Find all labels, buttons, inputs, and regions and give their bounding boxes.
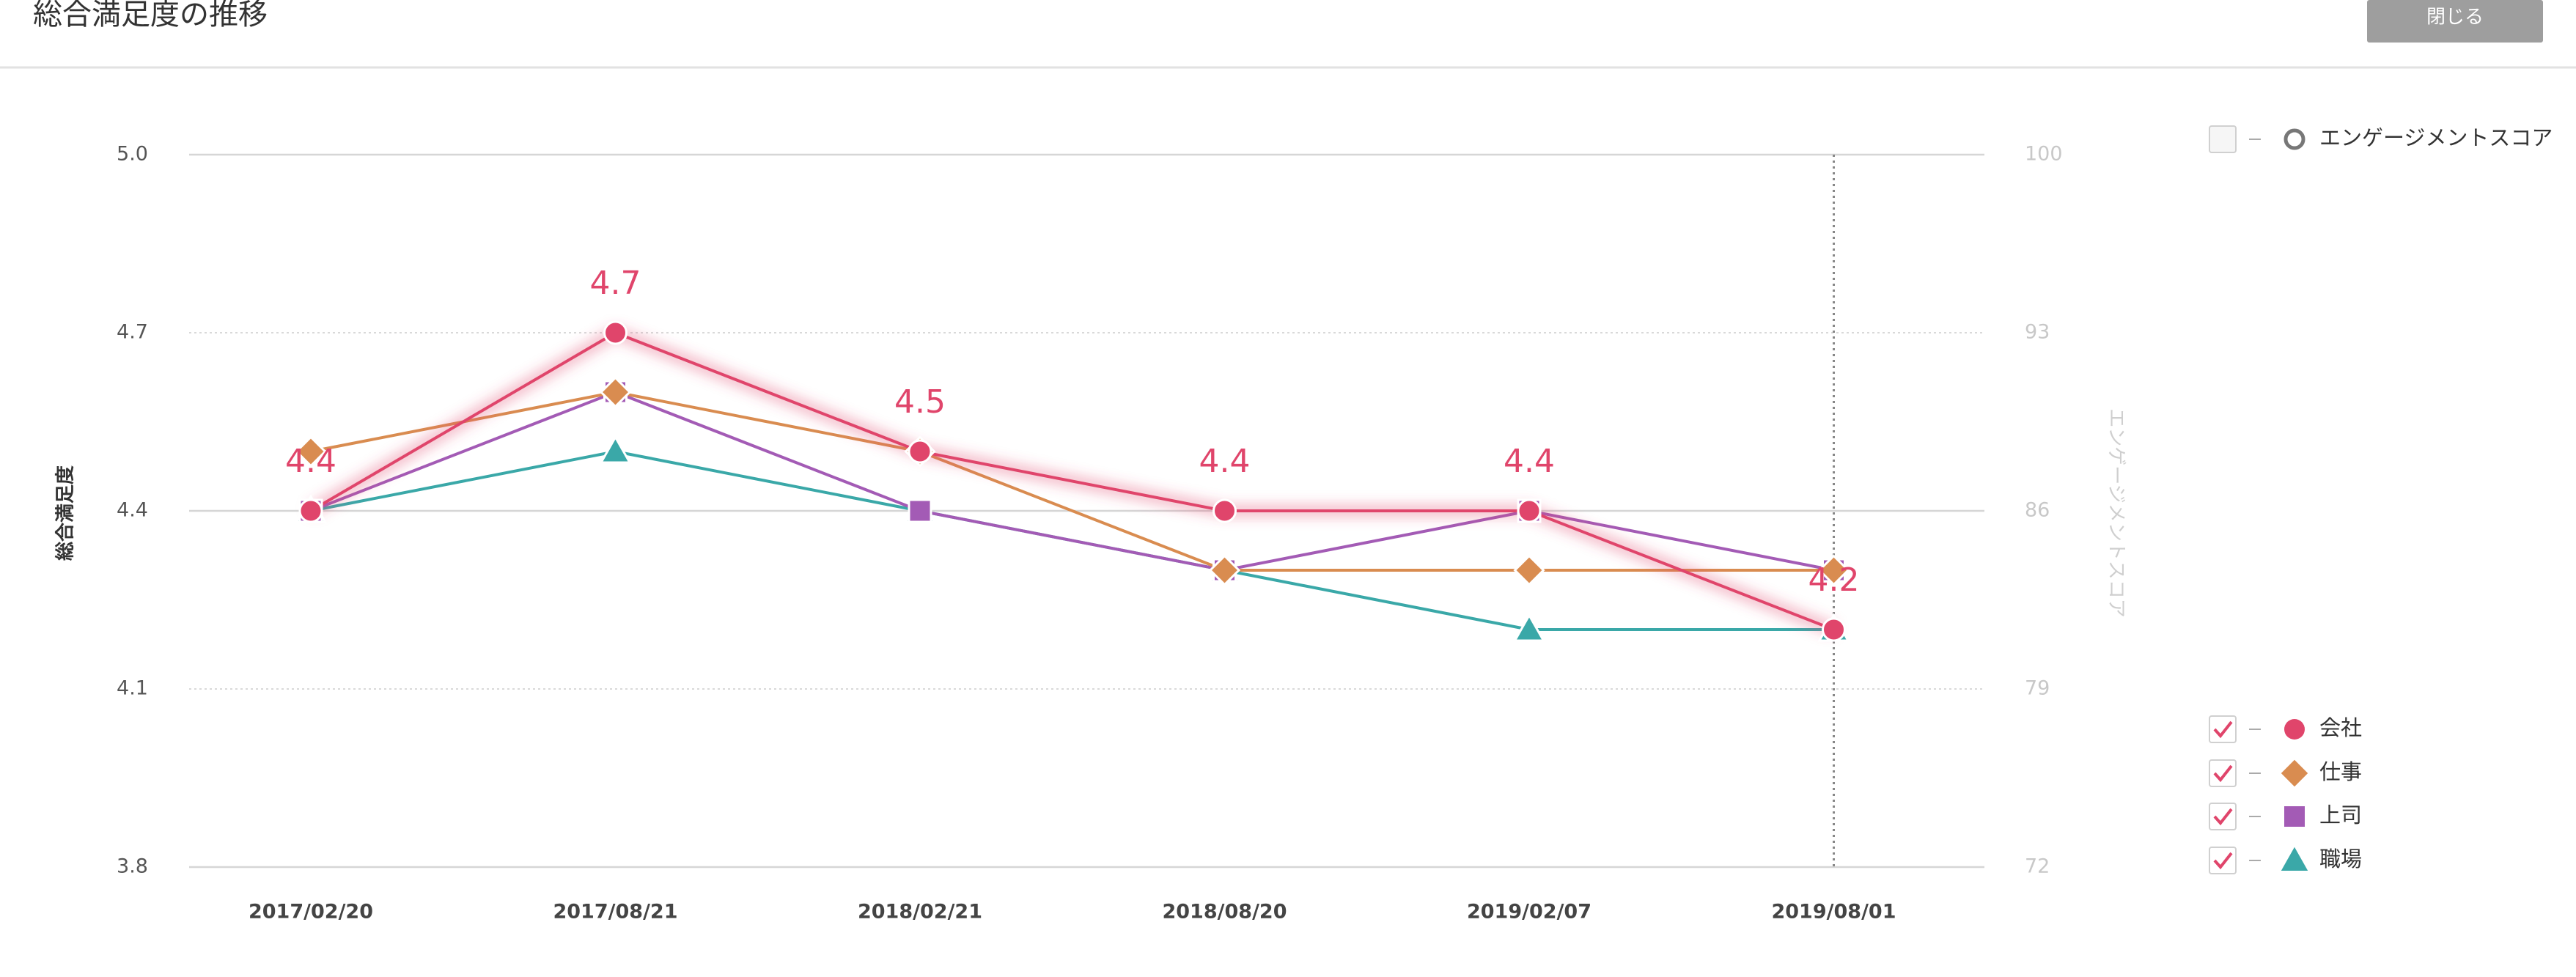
x-tick-label: 2018/08/20 <box>1162 901 1287 923</box>
point <box>2281 759 2308 787</box>
close-button-label[interactable]: 閉じる <box>2426 7 2484 29</box>
close-button-bg[interactable] <box>2367 0 2543 43</box>
point <box>1212 498 1237 523</box>
y-axis-title: 総合満足度 <box>54 465 77 561</box>
legend-label[interactable]: 会社 <box>2319 715 2362 740</box>
y2-axis-title: エンゲージメントスコア <box>2105 408 2127 617</box>
point <box>298 498 323 523</box>
point <box>599 435 632 464</box>
legend-label[interactable]: 上司 <box>2319 803 2362 827</box>
legend-check[interactable] <box>2213 808 2233 826</box>
point <box>295 435 327 468</box>
y-tick-label: 3.8 <box>117 855 148 878</box>
data-label: 4.4 <box>285 443 336 480</box>
legend-check[interactable] <box>2213 720 2233 739</box>
grid: 3.8 4.1 4.4 4.7 5.0 72 79 86 93 100 2017/02/20 2017… <box>117 143 2063 923</box>
x-tick-label: 2017/08/21 <box>553 901 677 923</box>
point <box>1817 554 1850 586</box>
x-tick-label: 2018/02/21 <box>858 901 982 923</box>
y-tick-label: 4.4 <box>117 499 148 522</box>
point <box>1512 613 1546 642</box>
y2-tick-label: 72 <box>2025 855 2050 878</box>
legend-check[interactable] <box>2213 852 2233 870</box>
series-line <box>310 390 1834 572</box>
data-label: 4.7 <box>590 265 641 302</box>
legend-label[interactable]: エンゲージメントスコア <box>2319 125 2553 150</box>
y-tick-label: 4.7 <box>117 321 148 344</box>
series-line <box>310 390 1834 572</box>
legend-checkbox[interactable] <box>2209 125 2237 153</box>
y2-tick-label: 100 <box>2025 143 2063 166</box>
y2-tick-label: 86 <box>2025 499 2050 522</box>
point <box>1517 498 1542 523</box>
data-label: 4.2 <box>1808 561 1860 599</box>
page-title: 総合満足度の推移 <box>33 0 268 32</box>
x-tick-label: 2019/08/01 <box>1771 901 1896 923</box>
y-tick-label: 5.0 <box>117 143 148 166</box>
point <box>2284 806 2305 827</box>
x-tick-label: 2017/02/20 <box>249 901 373 923</box>
point <box>1208 554 1241 586</box>
y-tick-label: 4.1 <box>117 677 148 700</box>
point <box>2284 128 2305 150</box>
legend-label[interactable]: 職場 <box>2319 847 2362 871</box>
legend-checkbox[interactable] <box>2209 847 2237 874</box>
x-tick-label: 2019/02/07 <box>1467 901 1591 923</box>
legend-checkbox[interactable] <box>2209 759 2237 787</box>
point <box>908 439 932 464</box>
point <box>1822 617 1846 642</box>
legend-checkbox[interactable] <box>2209 715 2237 743</box>
legend-checkbox[interactable] <box>2209 803 2237 830</box>
point <box>2281 847 2308 871</box>
point <box>908 498 932 523</box>
series-line <box>309 331 1835 631</box>
data-label: 4.5 <box>894 383 946 421</box>
legend-label[interactable]: 仕事 <box>2319 759 2362 784</box>
data-label: 4.4 <box>1504 443 1555 480</box>
point <box>2284 719 2305 740</box>
point <box>1513 554 1545 586</box>
plot: 4.4 4.7 4.5 4.4 4.4 4.2 <box>285 265 1860 642</box>
legend-check[interactable] <box>2213 764 2233 783</box>
point <box>603 320 628 345</box>
close-button[interactable]: 閉じる <box>2367 0 2543 43</box>
y2-tick-label: 79 <box>2025 677 2050 700</box>
data-label: 4.4 <box>1199 443 1251 480</box>
point <box>599 376 632 408</box>
y2-tick-label: 93 <box>2025 321 2050 344</box>
